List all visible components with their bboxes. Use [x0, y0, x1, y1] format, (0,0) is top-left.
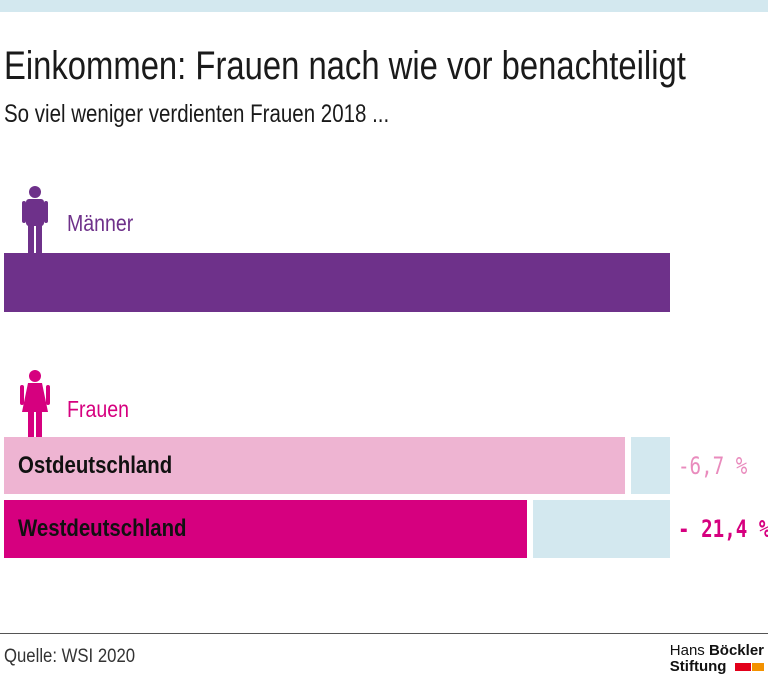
- bar-maenner: [4, 253, 670, 312]
- gap-westdeutschland: [533, 500, 670, 558]
- legend-men: Männer: [67, 210, 134, 236]
- logo-orange-block: [751, 663, 764, 671]
- label-ostdeutschland: Ostdeutschland: [18, 452, 173, 479]
- chart-title: Einkommen: Frauen nach wie vor benachtei…: [4, 44, 686, 88]
- legend-women: Frauen: [67, 396, 129, 422]
- logo-text: Hans: [669, 642, 709, 659]
- bar-westdeutschland: [4, 500, 528, 558]
- logo-text-stiftung: Stiftung: [669, 658, 727, 675]
- logo-text-bold: Böckler: [708, 642, 764, 659]
- top-strip: [0, 0, 768, 12]
- label-westdeutschland: Westdeutschland: [18, 515, 187, 542]
- logo-red-block: [734, 663, 751, 671]
- gap-ostdeutschland: [631, 437, 670, 494]
- woman-icon: [20, 370, 50, 437]
- footer-divider: [0, 633, 768, 634]
- value-ostdeutschland: -6,7 %: [678, 452, 748, 480]
- man-icon: [22, 186, 48, 254]
- value-westdeutschland: - 21,4 %: [678, 515, 768, 543]
- logo: Hans Böckler Stiftung: [670, 643, 764, 675]
- chart-subtitle: So viel weniger verdienten Frauen 2018 .…: [4, 100, 390, 128]
- bar-ostdeutschland: [4, 437, 626, 494]
- source-note: Quelle: WSI 2020: [4, 646, 136, 667]
